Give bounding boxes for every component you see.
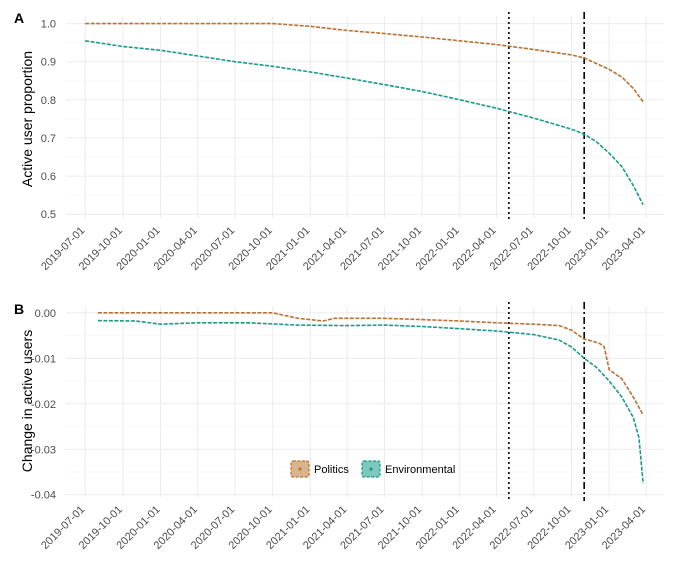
panel-a-y-axis-title: Active user proportion [19,51,35,187]
panel-a-line-politics [85,22,644,103]
panel-b-y-tick-label: -0.03 [31,444,56,456]
panel-a-line-environmental [85,40,644,206]
panel-b-y-tick-label: -0.04 [31,490,56,502]
panel-a-y-tick-label: 0.9 [41,57,56,69]
panel-a-y-tick-label: 0.6 [41,171,56,183]
panel-b-y-tick-label: -0.01 [31,353,56,365]
panel-b-line-environmental [97,319,644,484]
panel-b-y-tick-label: 0.00 [35,308,56,320]
legend-label-environmental: Environmental [385,464,455,476]
panel-a: A Active user proportion 0.5 0.6 0.7 0.8 0.9… [14,10,664,273]
panel-b-series [97,311,644,484]
panel-b-tag: B [14,301,24,317]
panel-b-y-tick-labels: -0.04 -0.03 -0.02 -0.01 0.00 [31,308,56,502]
panel-b-y-axis-title: Change in active users [19,330,35,472]
panel-a-tag: A [14,10,24,26]
legend-key-politics-point [298,467,302,471]
panel-a-y-tick-label: 0.7 [41,133,56,145]
legend-key-environmental-point [369,467,373,471]
panel-a-series [85,22,644,206]
panel-b-grid [66,306,664,497]
legend: Politics Environmental [290,460,455,478]
panel-a-y-tick-label: 1.0 [41,19,56,31]
panel-b-line-politics [97,311,644,416]
panel-a-y-tick-label: 0.8 [41,95,56,107]
legend-label-politics: Politics [314,464,349,476]
panel-b-vlines [508,302,585,501]
panel-a-grid [66,16,664,218]
panel-a-y-tick-labels: 0.5 0.6 0.7 0.8 0.9 1.0 [41,19,56,222]
panel-b-y-tick-label: -0.02 [31,399,56,411]
panel-a-y-tick-label: 0.5 [41,209,56,221]
